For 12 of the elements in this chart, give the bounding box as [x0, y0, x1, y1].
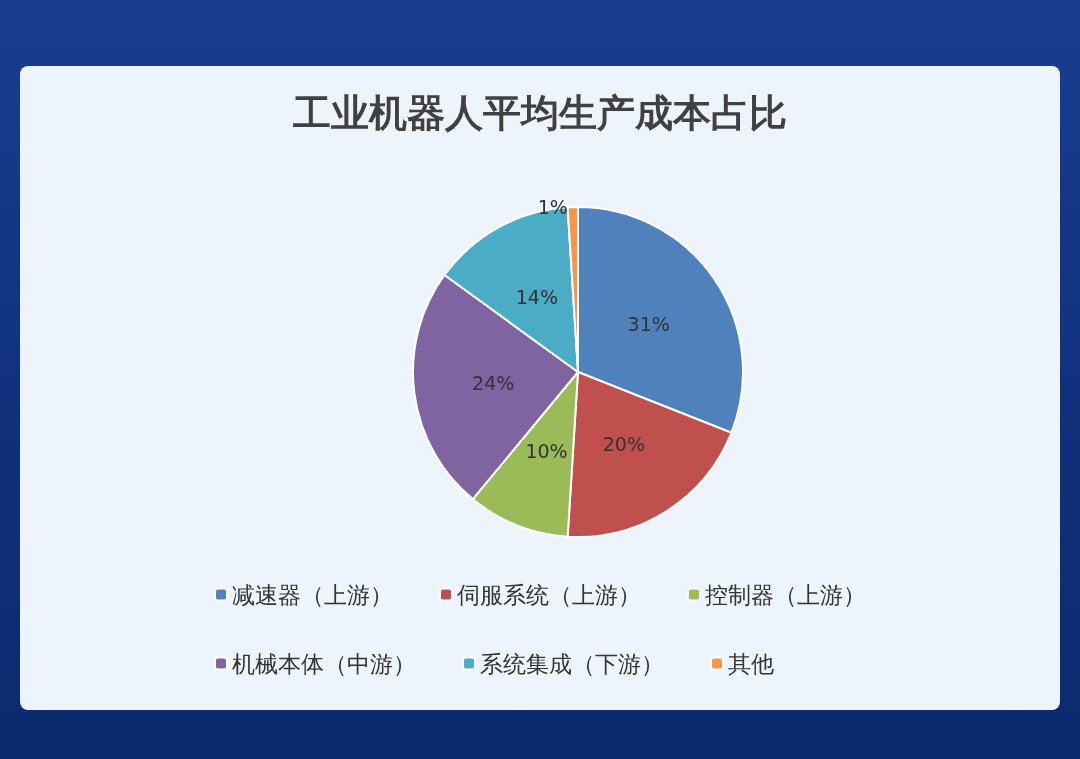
data-label: 31% — [627, 312, 670, 335]
data-label: 10% — [525, 440, 568, 463]
legend-label: 减速器（上游） — [232, 581, 393, 608]
legend-label: 伺服系统（上游） — [457, 581, 641, 608]
legend-label: 控制器（上游） — [705, 581, 866, 608]
legend-label: 系统集成（下游） — [480, 650, 664, 677]
legend-label: 机械本体（中游） — [232, 650, 416, 677]
legend-label: 其他 — [728, 650, 774, 677]
data-label: 24% — [472, 371, 515, 394]
data-label: 14% — [515, 286, 558, 309]
data-label: 20% — [602, 433, 645, 456]
chart-title: 工业机器人平均生产成本占比 — [293, 89, 787, 135]
